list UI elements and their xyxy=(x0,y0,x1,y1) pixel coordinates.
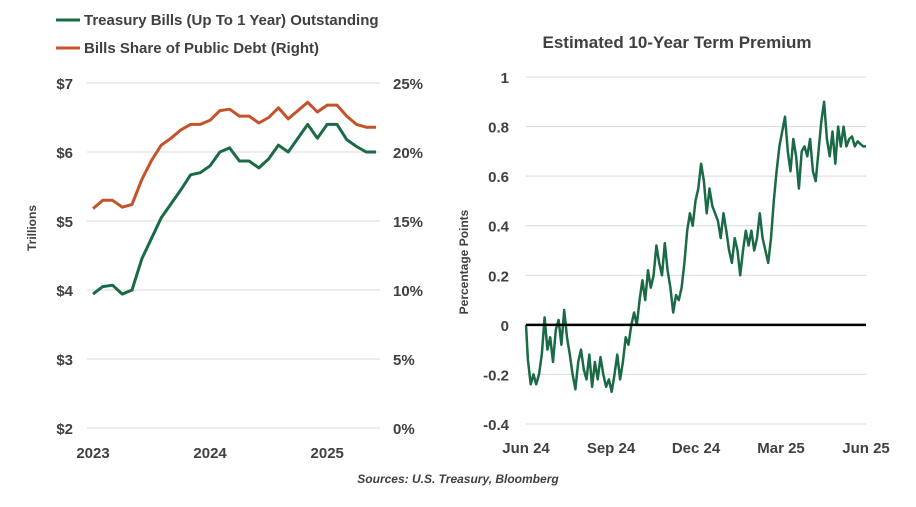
bills-chart-y2-tick-label: 20% xyxy=(393,145,423,162)
term-premium-chart-y-tick-label: 0.8 xyxy=(488,120,509,137)
bills-chart-y2-tick-label: 25% xyxy=(393,76,423,93)
bills-chart-y-tick-label: $2 xyxy=(56,421,73,438)
bills-chart-y2-tick-label: 0% xyxy=(393,421,415,438)
term-premium-chart-x-tick-label: Sep 24 xyxy=(587,440,636,457)
term-premium-chart-y-tick-label: 1 xyxy=(501,70,509,87)
term-premium-chart-y-tick-label: -0.4 xyxy=(483,417,510,434)
term-premium-chart-y-tick-label: 0.4 xyxy=(488,219,510,236)
bills-chart-y-tick-label: $7 xyxy=(56,76,73,93)
source-note: Sources: U.S. Treasury, Bloomberg xyxy=(357,472,559,486)
term-premium-chart-title: Estimated 10-Year Term Premium xyxy=(543,33,812,52)
term-premium-chart-y-tick-label: 0.2 xyxy=(488,268,509,285)
bills-chart-y-ticks: $2 $3 $4 $5 $6 $7 xyxy=(56,76,73,438)
bills-chart-y2-tick-label: 15% xyxy=(393,214,423,231)
term-premium-chart-x-tick-label: Jun 24 xyxy=(502,440,550,457)
bills-chart-x-tick-label: 2023 xyxy=(76,445,109,462)
term-premium-chart-gridlines xyxy=(526,76,866,425)
bills-chart-x-tick-label: 2024 xyxy=(193,445,227,462)
bills-chart-y2-tick-label: 5% xyxy=(393,352,415,369)
bills-chart-y2-tick-label: 10% xyxy=(393,283,423,300)
bills-chart-y-axis-title: Trillions xyxy=(25,205,39,251)
bills-chart-legend: Treasury Bills (Up To 1 Year) Outstandin… xyxy=(56,12,379,57)
legend-label-bills-share: Bills Share of Public Debt (Right) xyxy=(84,40,319,57)
term-premium-chart-x-ticks: Jun 24 Sep 24 Dec 24 Mar 25 Jun 25 xyxy=(502,440,890,457)
bills-chart-gridlines xyxy=(87,82,380,429)
bills-chart-y-tick-label: $4 xyxy=(56,283,73,300)
bills-chart: Treasury Bills (Up To 1 Year) Outstandin… xyxy=(25,12,423,462)
term-premium-chart: Estimated 10-Year Term Premium Percentag… xyxy=(457,33,890,457)
bills-chart-y-tick-label: $6 xyxy=(56,145,73,162)
legend-label-treasury-bills: Treasury Bills (Up To 1 Year) Outstandin… xyxy=(84,12,379,29)
bills-chart-y2-ticks: 0% 5% 10% 15% 20% 25% xyxy=(393,76,423,438)
bills-chart-y-tick-label: $3 xyxy=(56,352,73,369)
bills-chart-x-ticks: 2023 2024 2025 xyxy=(76,445,344,462)
term-premium-chart-y-tick-label: 0 xyxy=(501,318,509,335)
term-premium-chart-y-tick-label: -0.2 xyxy=(483,367,509,384)
term-premium-chart-y-axis-title: Percentage Points xyxy=(457,209,471,314)
term-premium-chart-x-tick-label: Dec 24 xyxy=(672,440,721,457)
bills-chart-x-tick-label: 2025 xyxy=(311,445,344,462)
series-line-bills-share xyxy=(92,100,376,210)
term-premium-chart-y-tick-label: 0.6 xyxy=(488,169,509,186)
bills-chart-y-tick-label: $5 xyxy=(56,214,73,231)
series-line-term-premium xyxy=(524,100,866,394)
term-premium-chart-x-tick-label: Jun 25 xyxy=(842,440,890,457)
series-line-treasury-bills xyxy=(92,122,376,296)
bills-chart-series xyxy=(92,100,376,296)
term-premium-chart-y-ticks: 1 0.8 0.6 0.4 0.2 0 -0.2 -0.4 xyxy=(483,70,510,434)
term-premium-chart-series xyxy=(524,100,866,394)
term-premium-chart-x-tick-label: Mar 25 xyxy=(757,440,805,457)
